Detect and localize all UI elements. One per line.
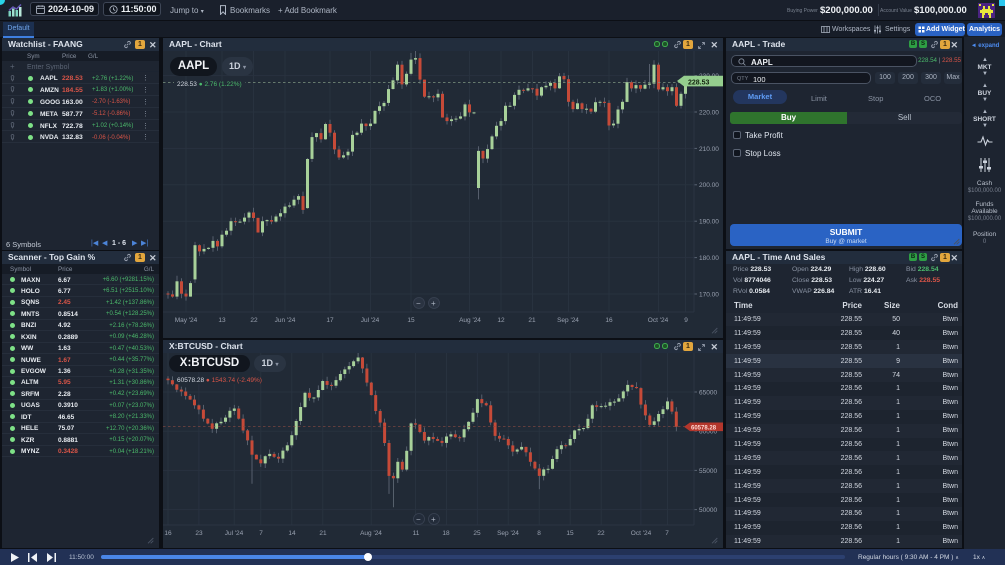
- svg-text:210.00: 210.00: [699, 146, 719, 153]
- svg-text:60578.28: 60578.28: [691, 425, 717, 431]
- svg-text:180.00: 180.00: [699, 255, 719, 262]
- svg-text:170.00: 170.00: [699, 291, 719, 298]
- svg-text:+: +: [431, 299, 436, 308]
- svg-text:−: −: [416, 299, 421, 308]
- svg-text:+: +: [431, 515, 436, 524]
- svg-text:65000: 65000: [699, 389, 717, 396]
- svg-text:50000: 50000: [699, 507, 717, 514]
- svg-text:190.00: 190.00: [699, 219, 719, 226]
- svg-text:−: −: [416, 515, 421, 524]
- svg-text:60000: 60000: [699, 429, 717, 436]
- svg-text:228.53: 228.53: [688, 80, 710, 87]
- svg-text:200.00: 200.00: [699, 182, 719, 189]
- svg-text:220.00: 220.00: [699, 109, 719, 116]
- svg-text:55000: 55000: [699, 468, 717, 475]
